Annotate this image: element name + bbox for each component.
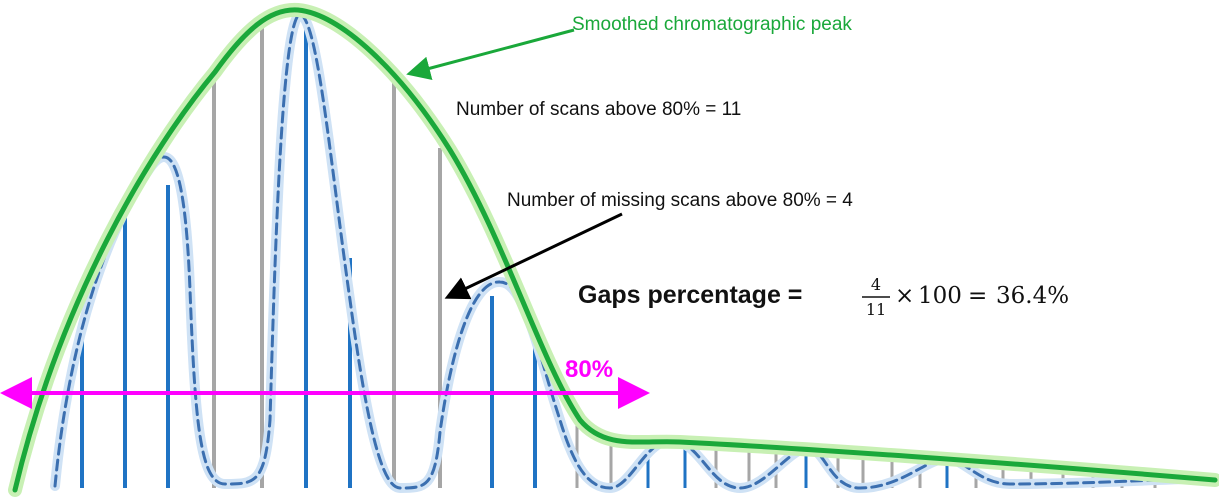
smoothed-peak-line — [12, 7, 1218, 493]
formula-numerator: 4 — [871, 275, 881, 294]
scan-lines — [80, 20, 1157, 488]
gaps-formula: Gaps percentage = 4 11 × 100 = 36.4% — [578, 275, 1069, 319]
smoothed-peak-label: Smoothed chromatographic peak — [572, 14, 852, 35]
threshold-label: 80% — [565, 356, 613, 383]
missing-scans-pointer-arrow — [444, 212, 623, 300]
scans-above-label: Number of scans above 80% = 11 — [456, 99, 741, 120]
raw-trace-glow — [50, 9, 1215, 493]
missing-scans-label: Number of missing scans above 80% = 4 — [507, 190, 853, 211]
smoothed-peak — [8, 2, 1219, 497]
formula-times: × — [895, 283, 914, 309]
smoothed-peak-pointer-arrow — [406, 28, 575, 80]
formula-result: 36.4% — [996, 283, 1069, 309]
formula-equals: = — [968, 283, 987, 309]
raw-trace — [50, 9, 1215, 493]
formula-hundred: 100 — [918, 283, 962, 309]
raw-trace-line — [53, 12, 1212, 490]
formula-lead: Gaps percentage = — [578, 281, 802, 309]
formula-denominator: 11 — [866, 300, 886, 319]
